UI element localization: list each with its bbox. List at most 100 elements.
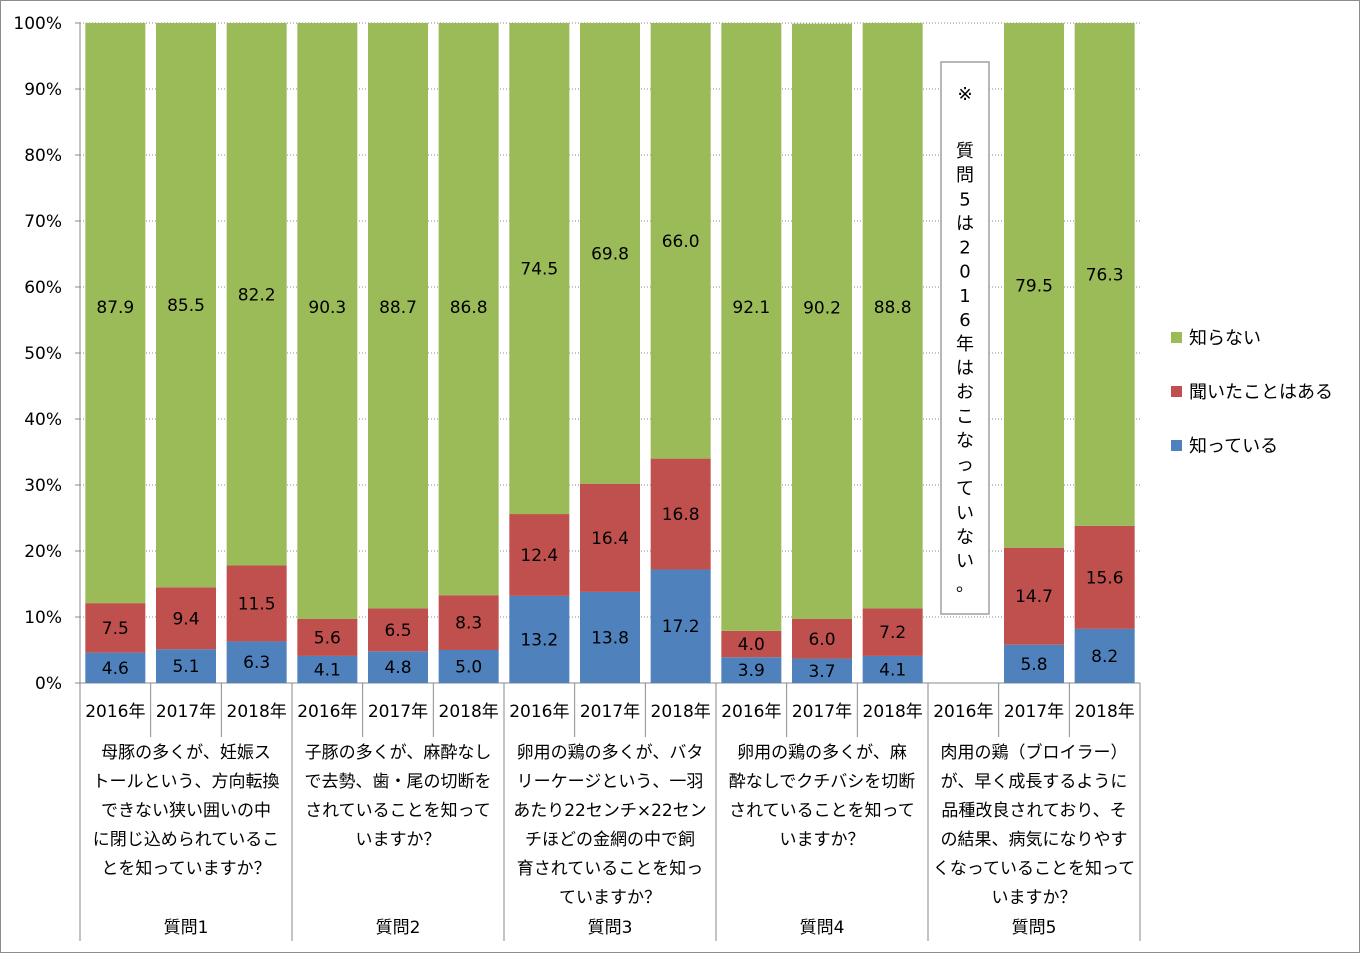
annotation-box [940, 61, 990, 615]
data-label-knows: 13.8 [591, 628, 629, 648]
bar-segment-heard [1004, 547, 1064, 645]
question-text-line: とを知っていますか？ [101, 859, 270, 879]
annotation-text-char: は [956, 213, 974, 234]
data-label-heard: 9.4 [172, 609, 199, 629]
annotation-text-char: 0 [959, 262, 970, 283]
annotation-text-char: て [956, 479, 974, 500]
y-tick-label: 10% [24, 608, 62, 628]
bar-segment-heard [156, 587, 216, 650]
annotation-text-char: な [956, 430, 974, 451]
bar-segment-unknown [650, 23, 711, 459]
bar-segment-knows [650, 569, 711, 683]
annotation-text-char: は [956, 358, 974, 379]
data-label-heard: 14.7 [1015, 587, 1053, 607]
bar-segment-unknown [156, 23, 216, 588]
question-text-line: 卵用の鶏の多くが、バタ [517, 743, 704, 763]
x-tick-label-year: 2018年 [1075, 702, 1135, 722]
legend-label: 知っている [1189, 436, 1278, 457]
legend-swatch-knows [1171, 440, 1182, 451]
question-text-line: されていることを知って [729, 801, 915, 821]
bar-segment-heard [1074, 525, 1135, 629]
bar-segment-heard [85, 603, 146, 653]
data-label-heard: 7.2 [879, 623, 906, 643]
data-label-unknown: 79.5 [1015, 276, 1053, 296]
bar-segment-unknown [862, 23, 923, 609]
y-tick-label: 20% [24, 542, 62, 562]
x-tick-label-year: 2017年 [792, 702, 852, 722]
bar-segment-unknown [580, 23, 640, 484]
annotation-text-char: い [956, 503, 974, 524]
y-tick-label: 60% [24, 278, 62, 298]
x-tick-label-year: 2016年 [933, 702, 993, 722]
data-label-knows: 5.8 [1020, 655, 1047, 675]
bar-segment-heard [509, 514, 570, 596]
group-label: 質問5 [1012, 918, 1057, 938]
bar-segment-knows [85, 652, 146, 683]
group-label: 質問3 [588, 918, 633, 938]
annotation-text-char: い [956, 551, 974, 572]
data-label-heard: 16.8 [662, 505, 700, 525]
bar-segment-unknown [792, 23, 852, 619]
annotation-text-char: 5 [959, 189, 970, 210]
data-label-knows: 5.1 [172, 657, 199, 677]
data-label-knows: 4.1 [314, 660, 341, 680]
annotation-text-char: 質 [956, 141, 974, 162]
bar-segment-heard [792, 618, 852, 659]
data-label-unknown: 86.8 [450, 298, 488, 318]
x-tick-label-year: 2016年 [85, 702, 145, 722]
bar-segment-unknown [1074, 23, 1135, 526]
bar-segment-knows [368, 651, 428, 683]
x-tick-label-year: 2018年 [863, 702, 923, 722]
question-text-line: 卵用の鶏の多くが、麻 [737, 743, 907, 763]
annotation-text-char: ※ [957, 84, 972, 105]
annotation-text-char: 問 [956, 165, 974, 186]
bar-segment-unknown [368, 23, 428, 609]
question-text-line: いますか？ [992, 888, 1077, 908]
x-tick-label-year: 2018年 [651, 702, 711, 722]
data-label-unknown: 76.3 [1086, 265, 1124, 285]
y-tick-label: 30% [24, 476, 62, 496]
data-label-knows: 8.2 [1091, 647, 1118, 667]
y-tick-label: 70% [24, 212, 62, 232]
data-label-heard: 8.3 [455, 614, 482, 634]
bar-segment-unknown [1004, 23, 1064, 548]
legend-swatch-heard [1171, 386, 1182, 397]
data-label-unknown: 88.8 [874, 298, 912, 318]
question-text-line: 品種改良されており、そ [941, 801, 1126, 821]
bar-segment-knows [721, 657, 782, 683]
data-label-heard: 6.5 [384, 621, 411, 641]
data-label-knows: 4.6 [102, 659, 129, 679]
data-label-knows: 3.7 [808, 662, 835, 682]
legend-swatch-unknown [1171, 332, 1182, 343]
question-text-line: チほどの金網の中で飼 [525, 830, 695, 850]
data-label-knows: 6.3 [243, 653, 270, 673]
bar-segment-heard [862, 608, 923, 656]
bar-segment-unknown [85, 23, 146, 604]
question-text-line: の結果、病気になりやす [941, 830, 1128, 850]
annotation-text-char: 6 [959, 310, 970, 331]
data-label-heard: 15.6 [1086, 568, 1124, 588]
question-text-line: できない狭い囲いの中 [101, 801, 271, 821]
bar-segment-knows [1074, 628, 1135, 683]
question-text-line: で去勢、歯・尾の切断を [305, 772, 492, 792]
annotation-text-char: 年 [956, 334, 974, 355]
question-text-line: いますか？ [356, 830, 441, 850]
question-text-line: リーケージという、一羽 [517, 772, 704, 792]
bar-segment-heard [368, 608, 428, 652]
data-label-unknown: 90.3 [308, 298, 346, 318]
y-tick-label: 90% [24, 80, 62, 100]
bar-segment-heard [650, 458, 711, 570]
bar-segment-knows [792, 658, 852, 683]
data-label-knows: 17.2 [662, 617, 700, 637]
legend-label: 聞いたことはある [1189, 382, 1333, 403]
bar-segment-unknown [297, 23, 358, 619]
annotation-text-char: な [956, 527, 974, 548]
data-label-heard: 11.5 [238, 594, 276, 614]
y-tick-label: 0% [35, 674, 62, 694]
annotation-text-char: 。 [956, 575, 974, 596]
x-tick-label-year: 2017年 [580, 702, 640, 722]
data-label-heard: 12.4 [520, 546, 558, 566]
bar-segment-knows [297, 655, 358, 683]
x-tick-label-year: 2017年 [1004, 702, 1064, 722]
